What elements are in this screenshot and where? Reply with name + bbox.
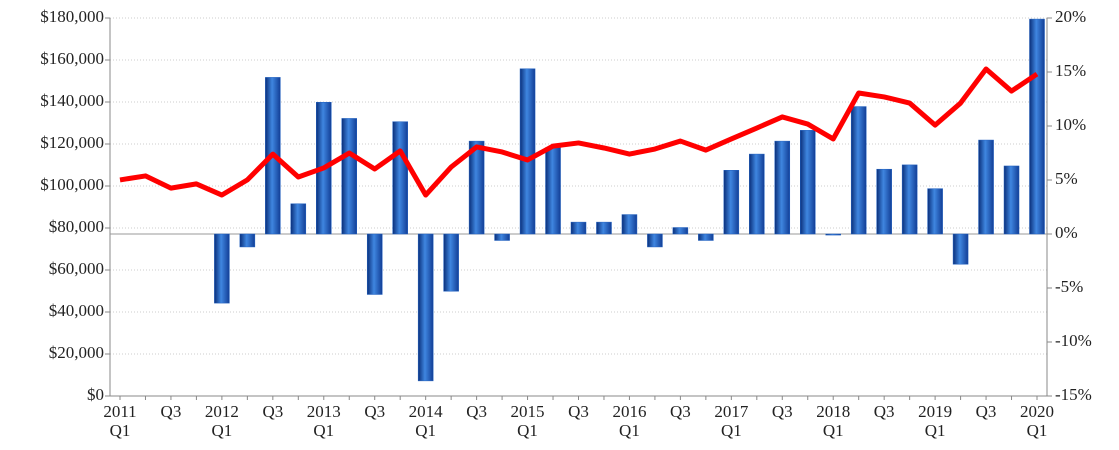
bar — [927, 188, 943, 235]
y-tick-label: $20,000 — [49, 343, 104, 362]
bar — [239, 233, 256, 248]
bar — [723, 170, 740, 235]
bar — [621, 214, 638, 235]
x-tick-label: Q3 — [262, 402, 283, 421]
bar — [545, 147, 561, 235]
bar — [596, 221, 612, 235]
x-tick-label: 2017 Q1 — [714, 402, 749, 440]
y2-tick-label: 5% — [1055, 169, 1078, 188]
y-tick-label: $120,000 — [40, 133, 104, 152]
bar — [519, 68, 536, 235]
x-tick-label: Q3 — [874, 402, 895, 421]
y2-tick-label: 0% — [1055, 223, 1078, 242]
y-tick-label: $180,000 — [40, 7, 104, 26]
bar — [774, 140, 791, 235]
y2-tick-label: 20% — [1055, 7, 1086, 26]
x-tick-label: 2020 Q1 — [1020, 402, 1054, 440]
bar — [570, 221, 587, 235]
bar — [468, 140, 485, 235]
bar — [672, 227, 689, 235]
bar — [494, 233, 510, 241]
y-tick-label: $0 — [87, 385, 104, 404]
bar — [1029, 18, 1045, 235]
x-tick-label: 2015 Q1 — [511, 402, 545, 440]
y-tick-label: $80,000 — [49, 217, 104, 236]
bar — [341, 118, 357, 235]
bar — [214, 233, 230, 304]
bar — [290, 203, 307, 235]
bar — [749, 153, 765, 235]
x-tick-label: Q3 — [568, 402, 589, 421]
bar — [825, 233, 841, 236]
y-tick-label: $100,000 — [40, 175, 104, 194]
x-tick-label: Q3 — [772, 402, 793, 421]
x-tick-label: 2018 Q1 — [816, 402, 850, 440]
bar — [392, 121, 408, 235]
y-tick-label: $160,000 — [40, 49, 104, 68]
x-tick-label: 2012 Q1 — [205, 402, 239, 440]
bar — [698, 233, 714, 241]
x-tick-label: 2013 Q1 — [307, 402, 341, 440]
y2-tick-label: -5% — [1055, 277, 1083, 296]
bar — [417, 233, 434, 382]
x-tick-label: Q3 — [976, 402, 997, 421]
line — [119, 66, 1039, 198]
bar — [978, 139, 994, 235]
y-tick-label: $60,000 — [49, 259, 104, 278]
y2-tick-label: 10% — [1055, 115, 1086, 134]
x-tick-label: 2016 Q1 — [612, 402, 646, 440]
bar — [850, 106, 867, 235]
y2-tick-label: -10% — [1055, 331, 1092, 350]
y2-tick-label: 15% — [1055, 61, 1086, 80]
bar — [800, 130, 816, 235]
bar — [876, 168, 892, 235]
x-tick-label: Q3 — [670, 402, 691, 421]
bar — [901, 164, 918, 235]
x-tick-label: 2019 Q1 — [918, 402, 952, 440]
bar — [647, 233, 663, 248]
y-tick-label: $140,000 — [40, 91, 104, 110]
x-tick-label: 2014 Q1 — [409, 402, 444, 440]
bar — [366, 233, 383, 295]
x-tick-label: 2011 Q1 — [103, 402, 136, 440]
y-tick-label: $40,000 — [49, 301, 104, 320]
bar — [1003, 165, 1020, 235]
bar — [443, 233, 459, 292]
bar — [952, 233, 969, 265]
y2-tick-label: -15% — [1055, 385, 1092, 404]
x-tick-label: Q3 — [364, 402, 385, 421]
x-tick-label: Q3 — [161, 402, 182, 421]
x-tick-label: Q3 — [466, 402, 487, 421]
